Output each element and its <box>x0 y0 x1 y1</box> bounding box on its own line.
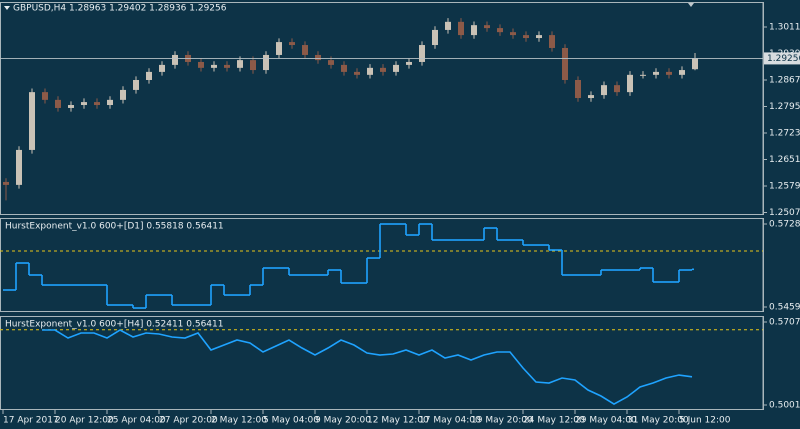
candle-body <box>393 64 399 72</box>
x-tick-label: 5 May 04:00 <box>263 416 319 426</box>
candle-body <box>107 99 113 106</box>
x-tick-label: 25 Apr 04:00 <box>107 416 166 426</box>
candle-body <box>601 85 607 96</box>
y-tick-label: 1.28670 <box>769 75 800 85</box>
candle-body <box>419 45 425 62</box>
candle-body <box>211 64 217 68</box>
candle-body <box>172 54 178 65</box>
candle-body <box>16 149 22 185</box>
candle-body <box>81 102 87 106</box>
y-tick-label: 1.30110 <box>769 22 800 32</box>
x-tick-label: 2 May 12:00 <box>211 416 267 426</box>
candle-body <box>575 79 581 99</box>
pane-title: HurstExponent_v1.0 600+[D1] 0.55818 0.56… <box>5 222 224 232</box>
last-price-label: 1.29256 <box>767 54 800 64</box>
x-tick-label: 17 Apr 2017 <box>3 416 59 426</box>
pane-title: GBPUSD,H4 1.28963 1.29402 1.28936 1.2925… <box>13 4 227 14</box>
candle-body <box>68 105 74 108</box>
candle-body <box>302 45 308 55</box>
candle-body <box>29 92 35 150</box>
x-tick-label: 12 May 12:00 <box>367 416 429 426</box>
candle-body <box>497 28 503 33</box>
candle-body <box>354 71 360 75</box>
y-tick-label: 0.57288 <box>769 220 800 230</box>
x-tick-label: 17 May 04:00 <box>419 416 481 426</box>
candle-body <box>562 47 568 80</box>
candle-body <box>640 74 646 76</box>
x-tick-label: 9 May 20:00 <box>315 416 371 426</box>
candle-body <box>432 29 438 46</box>
candle-body <box>237 60 243 68</box>
candle-body <box>341 64 347 72</box>
candle-body <box>549 35 555 48</box>
candle-body <box>328 60 334 65</box>
candle-body <box>224 64 230 68</box>
candle-body <box>692 58 698 70</box>
y-tick-label: 1.26510 <box>769 155 800 165</box>
x-tick-label: 31 May 20:00 <box>627 416 689 426</box>
candle-body <box>510 32 516 36</box>
x-tick-label: 27 Apr 20:00 <box>159 416 218 426</box>
candle-body <box>588 95 594 99</box>
candle-body <box>653 71 659 75</box>
candle-body <box>627 74 633 93</box>
candle-body <box>367 67 373 75</box>
candle-body <box>276 42 282 55</box>
y-tick-label: 0.50011 <box>769 401 800 411</box>
candle-body <box>666 71 672 75</box>
candle-body <box>42 92 48 100</box>
candle-body <box>614 85 620 93</box>
candle-body <box>198 61 204 68</box>
candle-body <box>406 61 412 65</box>
candle-body <box>94 102 100 106</box>
x-tick-label: 19 May 20:00 <box>471 416 533 426</box>
x-tick-label: 29 May 04:00 <box>575 416 637 426</box>
candle-body <box>380 67 386 72</box>
pane-menu-arrow[interactable] <box>688 3 694 7</box>
y-tick-label: 0.57073 <box>769 318 800 328</box>
y-tick-label: 1.27230 <box>769 128 800 138</box>
candle-body <box>289 42 295 46</box>
candle-body <box>120 89 126 100</box>
pane-title: HurstExponent_v1.0 600+[H4] 0.52411 0.56… <box>5 320 224 330</box>
candle-body <box>679 70 685 75</box>
y-tick-label: 1.25790 <box>769 181 800 191</box>
y-tick-label: 0.54594 <box>769 303 800 313</box>
candle-body <box>445 21 451 30</box>
candle-body <box>159 64 165 72</box>
candle-body <box>55 99 61 108</box>
symbol-menu-arrow <box>4 6 10 10</box>
candle-body <box>536 35 542 39</box>
candle-body <box>3 181 9 185</box>
candle-body <box>484 25 490 29</box>
candle-body <box>458 21 464 36</box>
candle-body <box>133 79 139 90</box>
last-price-box <box>764 52 800 65</box>
x-tick-label: 20 Apr 12:00 <box>55 416 114 426</box>
y-tick-label: 1.25070 <box>769 208 800 218</box>
candle-body <box>263 54 269 71</box>
x-tick-label: 24 May 12:00 <box>523 416 585 426</box>
candle-body <box>146 71 152 80</box>
candle-body <box>471 25 477 36</box>
candle-body <box>523 35 529 39</box>
x-tick-label: 5 Jun 12:00 <box>679 416 731 426</box>
indicator-line <box>42 329 693 405</box>
candle-body <box>250 60 256 71</box>
y-tick-label: 1.27950 <box>769 102 800 112</box>
candle-body <box>315 54 321 61</box>
